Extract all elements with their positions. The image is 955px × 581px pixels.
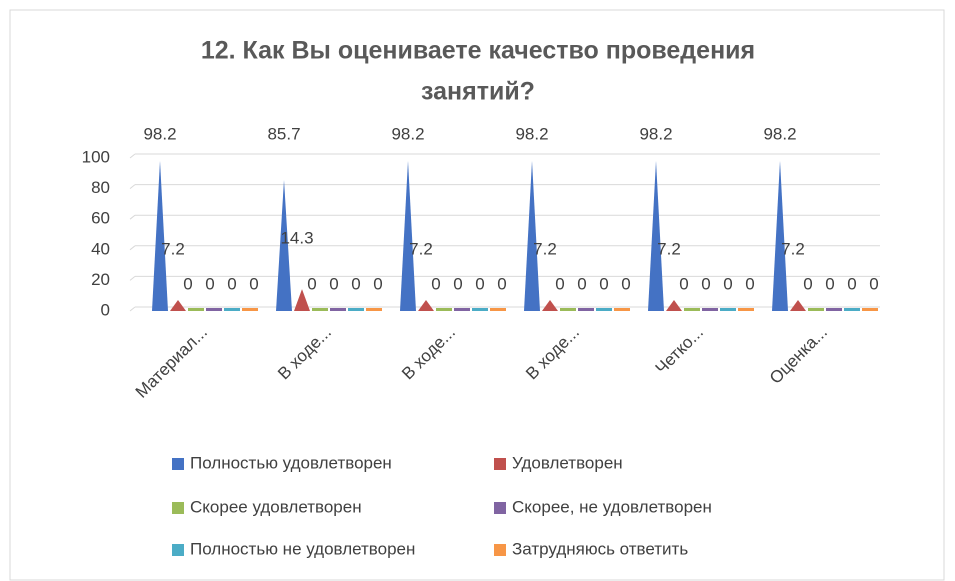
data-label: 0 bbox=[599, 274, 608, 293]
cone bbox=[560, 308, 576, 311]
data-label: 0 bbox=[803, 274, 812, 293]
y-tick-label: 60 bbox=[91, 209, 110, 228]
legend-swatch bbox=[172, 544, 184, 556]
cone bbox=[578, 308, 594, 311]
cone bbox=[188, 308, 204, 311]
cone bbox=[152, 160, 168, 311]
data-label: 0 bbox=[475, 274, 484, 293]
cone bbox=[454, 308, 470, 311]
chart-title: 12. Как Вы оцениваете качество проведени… bbox=[201, 37, 755, 65]
legend-label: Удовлетворен bbox=[512, 453, 623, 472]
cone bbox=[772, 160, 788, 311]
axis-tick bbox=[129, 184, 136, 189]
y-tick-label: 0 bbox=[101, 300, 110, 319]
data-label: 0 bbox=[847, 274, 856, 293]
data-label: 98.2 bbox=[639, 124, 672, 143]
chart-title: занятий? bbox=[421, 78, 535, 106]
cone bbox=[702, 308, 718, 311]
legend-label: Полностью удовлетворен bbox=[190, 453, 392, 472]
cone bbox=[684, 308, 700, 311]
data-label: 0 bbox=[205, 274, 214, 293]
cone bbox=[400, 160, 416, 311]
cone bbox=[524, 160, 540, 311]
data-label: 0 bbox=[307, 274, 316, 293]
data-label: 7.2 bbox=[781, 239, 805, 258]
data-label: 0 bbox=[329, 274, 338, 293]
data-label: 0 bbox=[555, 274, 564, 293]
cone bbox=[614, 308, 630, 311]
data-label: 0 bbox=[249, 274, 258, 293]
data-label: 0 bbox=[373, 274, 382, 293]
data-label: 0 bbox=[723, 274, 732, 293]
cone bbox=[242, 308, 258, 311]
data-label: 98.2 bbox=[763, 124, 796, 143]
data-label: 0 bbox=[679, 274, 688, 293]
cone bbox=[826, 308, 842, 311]
data-label: 7.2 bbox=[161, 239, 185, 258]
cone bbox=[490, 308, 506, 311]
cone bbox=[170, 299, 186, 311]
cone bbox=[206, 308, 222, 311]
legend-label: Скорее удовлетворен bbox=[190, 497, 362, 516]
data-label: 0 bbox=[497, 274, 506, 293]
data-label: 0 bbox=[825, 274, 834, 293]
cone bbox=[596, 308, 612, 311]
cone bbox=[790, 299, 806, 311]
data-label: 0 bbox=[351, 274, 360, 293]
data-label: 0 bbox=[183, 274, 192, 293]
cone bbox=[720, 308, 736, 311]
cone bbox=[738, 308, 754, 311]
cone bbox=[366, 308, 382, 311]
y-tick-label: 20 bbox=[91, 270, 110, 289]
legend-swatch bbox=[172, 502, 184, 514]
data-label: 0 bbox=[453, 274, 462, 293]
data-label: 7.2 bbox=[657, 239, 681, 258]
legend-swatch bbox=[494, 544, 506, 556]
data-label: 85.7 bbox=[267, 124, 300, 143]
cone bbox=[666, 299, 682, 311]
data-label: 0 bbox=[227, 274, 236, 293]
axis-tick bbox=[129, 153, 136, 159]
data-label: 14.3 bbox=[280, 229, 313, 248]
y-tick-label: 40 bbox=[91, 239, 110, 258]
axis-tick bbox=[129, 306, 136, 312]
y-tick-label: 80 bbox=[91, 178, 110, 197]
cone bbox=[312, 308, 328, 311]
cone bbox=[348, 308, 364, 311]
legend-label: Затрудняюсь ответить bbox=[512, 539, 688, 558]
legend-swatch bbox=[494, 502, 506, 514]
cone bbox=[224, 308, 240, 311]
axis-tick bbox=[129, 245, 136, 251]
data-label: 0 bbox=[621, 274, 630, 293]
legend-label: Скорее, не удовлетворен bbox=[512, 497, 712, 516]
data-label: 0 bbox=[701, 274, 710, 293]
data-label: 98.2 bbox=[391, 124, 424, 143]
cone bbox=[472, 308, 488, 311]
cone bbox=[844, 308, 860, 311]
cone bbox=[436, 308, 452, 311]
data-label: 98.2 bbox=[515, 124, 548, 143]
cone bbox=[330, 308, 346, 311]
axis-tick bbox=[129, 214, 136, 220]
cone bbox=[542, 299, 558, 311]
data-label: 98.2 bbox=[143, 124, 176, 143]
data-label: 0 bbox=[431, 274, 440, 293]
cone bbox=[648, 160, 664, 311]
data-label: 0 bbox=[577, 274, 586, 293]
data-label: 0 bbox=[869, 274, 878, 293]
y-tick-label: 100 bbox=[82, 147, 110, 166]
cone bbox=[276, 179, 292, 311]
cone bbox=[808, 308, 824, 311]
cone bbox=[418, 299, 434, 311]
data-label: 7.2 bbox=[409, 239, 433, 258]
data-label: 7.2 bbox=[533, 239, 557, 258]
cone bbox=[294, 289, 310, 311]
legend-swatch bbox=[494, 458, 506, 470]
data-label: 0 bbox=[745, 274, 754, 293]
cone bbox=[862, 308, 878, 311]
axis-tick bbox=[129, 276, 136, 281]
legend-swatch bbox=[172, 458, 184, 470]
legend-label: Полностью не удовлетворен bbox=[190, 539, 415, 558]
